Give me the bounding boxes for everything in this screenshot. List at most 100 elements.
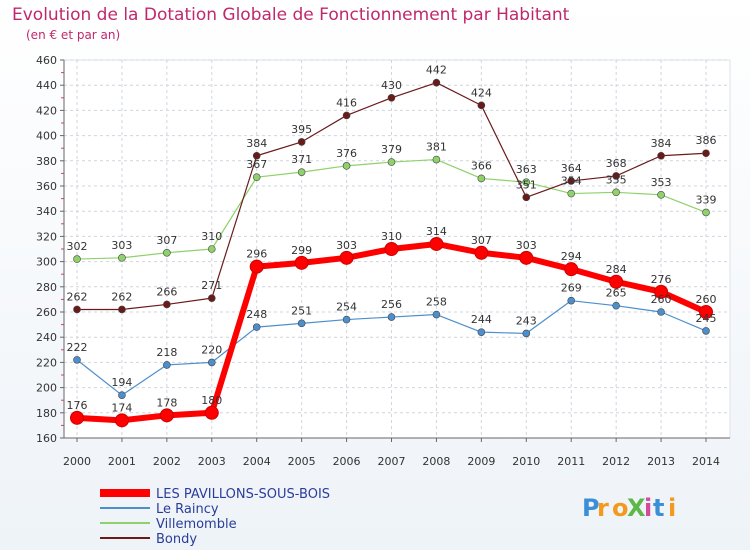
series-point-3 xyxy=(477,101,486,110)
data-label-3: 271 xyxy=(201,279,222,292)
data-label-0: 178 xyxy=(156,396,177,409)
series-point-3 xyxy=(163,300,171,309)
data-label-3: 386 xyxy=(696,134,717,147)
x-tick-label: 2011 xyxy=(557,455,585,468)
series-point-1 xyxy=(612,301,620,310)
series-point-0 xyxy=(384,242,399,256)
data-label-1: 222 xyxy=(67,341,88,354)
x-tick-label: 2009 xyxy=(467,455,495,468)
x-tick-label: 2007 xyxy=(378,455,406,468)
data-label-1: 265 xyxy=(606,287,627,300)
data-label-0: 174 xyxy=(111,401,132,414)
y-tick-label: 300 xyxy=(36,256,57,269)
series-point-2 xyxy=(612,188,620,197)
series-point-0 xyxy=(159,408,174,423)
series-point-1 xyxy=(207,358,216,367)
legend-label-1: Le Raincy xyxy=(156,502,219,517)
x-tick-label: 2006 xyxy=(333,455,361,468)
series-point-0 xyxy=(699,305,713,319)
data-label-3: 416 xyxy=(336,96,357,109)
series-point-0 xyxy=(70,410,84,425)
y-tick-label: 280 xyxy=(36,281,57,294)
x-tick-label: 2012 xyxy=(602,455,630,468)
y-tick-label: 180 xyxy=(36,407,57,420)
data-label-0: 303 xyxy=(516,239,537,252)
data-label-1: 220 xyxy=(201,343,222,356)
series-point-2 xyxy=(432,155,441,164)
logo-letter: i xyxy=(644,494,652,522)
data-label-3: 266 xyxy=(156,285,177,298)
series-point-2 xyxy=(297,168,306,176)
series-point-0 xyxy=(474,245,489,260)
series-point-2 xyxy=(657,191,665,199)
data-label-3: 384 xyxy=(651,137,672,150)
data-label-2: 363 xyxy=(516,163,537,176)
series-point-2 xyxy=(522,178,531,187)
series-point-3 xyxy=(118,305,126,314)
data-label-1: 256 xyxy=(381,298,402,311)
series-point-2 xyxy=(252,173,261,181)
series-point-1 xyxy=(702,327,710,335)
series-point-3 xyxy=(252,151,261,160)
data-label-1: 194 xyxy=(111,376,132,389)
data-label-1: 254 xyxy=(336,301,357,314)
data-label-2: 376 xyxy=(336,147,357,160)
series-point-1 xyxy=(657,308,665,316)
series-point-2 xyxy=(163,248,171,257)
data-label-3: 364 xyxy=(561,162,582,175)
series-point-0 xyxy=(339,250,354,265)
x-tick-label: 2008 xyxy=(422,455,450,468)
y-tick-label: 440 xyxy=(36,79,57,92)
x-tick-label: 2014 xyxy=(692,455,720,468)
data-label-3: 442 xyxy=(426,64,447,77)
data-label-2: 367 xyxy=(246,158,267,171)
data-label-1: 244 xyxy=(471,313,492,326)
data-label-0: 310 xyxy=(381,230,402,243)
y-tick-label: 400 xyxy=(36,130,57,143)
legend-label-0: LES PAVILLONS-SOUS-BOIS xyxy=(156,487,330,502)
data-label-2: 307 xyxy=(156,234,177,247)
data-label-1: 258 xyxy=(426,296,447,309)
x-tick-label: 2004 xyxy=(243,455,271,468)
data-label-0: 307 xyxy=(471,234,492,247)
data-label-2: 339 xyxy=(696,193,717,206)
series-point-3 xyxy=(657,151,665,160)
series-point-0 xyxy=(114,413,129,428)
data-label-2: 355 xyxy=(606,173,627,186)
series-point-1 xyxy=(118,391,126,399)
series-point-3 xyxy=(207,294,216,302)
y-tick-label: 380 xyxy=(36,155,57,168)
data-label-2: 310 xyxy=(201,230,222,243)
data-label-3: 262 xyxy=(67,290,88,303)
logo-letter: X xyxy=(627,494,646,522)
data-label-2: 302 xyxy=(67,240,88,253)
logo-letter: o xyxy=(612,494,629,522)
y-tick-label: 160 xyxy=(36,432,57,445)
data-label-0: 296 xyxy=(246,248,267,261)
data-label-0: 303 xyxy=(336,239,357,252)
series-point-3 xyxy=(432,78,441,87)
x-tick-label: 2001 xyxy=(108,455,136,468)
x-tick-label: 2005 xyxy=(288,455,316,468)
series-point-1 xyxy=(73,356,81,364)
series-point-0 xyxy=(609,274,624,289)
data-label-1: 218 xyxy=(156,346,177,359)
logo-letter: t xyxy=(653,494,664,522)
data-label-1: 260 xyxy=(651,293,672,306)
y-tick-label: 460 xyxy=(36,54,57,67)
data-label-0: 294 xyxy=(561,250,582,263)
data-label-0: 176 xyxy=(67,399,88,412)
series-point-3 xyxy=(612,172,620,180)
series-point-2 xyxy=(702,208,710,217)
legend-label-3: Bondy xyxy=(156,532,197,547)
data-label-1: 269 xyxy=(561,282,582,295)
x-tick-label: 2010 xyxy=(512,455,540,468)
series-group xyxy=(70,78,713,428)
data-labels: 222 194 218 220 248 251 254 256 258 244 243 269 265 2… xyxy=(67,64,717,415)
series-point-2 xyxy=(342,162,351,170)
y-tick-label: 340 xyxy=(36,205,57,218)
series-point-0 xyxy=(654,284,669,299)
logo-letter: r xyxy=(597,494,609,522)
